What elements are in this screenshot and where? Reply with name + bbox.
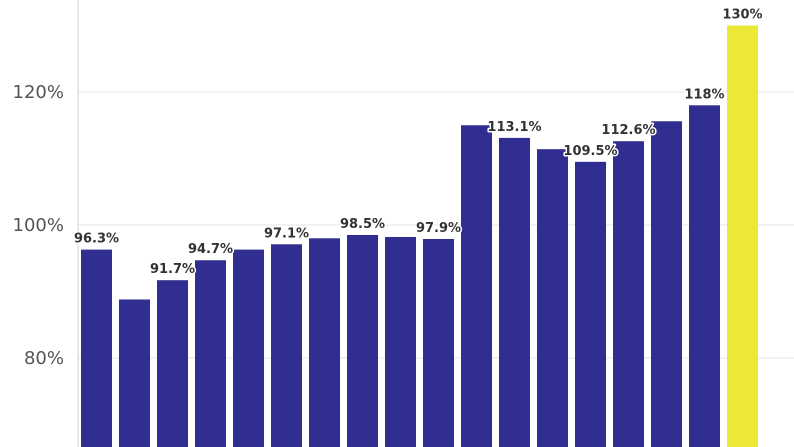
data-label: 130% <box>722 8 762 23</box>
bar <box>81 249 112 447</box>
bar <box>309 238 340 447</box>
bar <box>461 125 492 447</box>
data-label: 96.3% <box>74 232 119 247</box>
bar <box>157 280 188 447</box>
bar <box>423 238 454 447</box>
bar <box>347 234 378 447</box>
y-tick-label: 120% <box>13 82 64 103</box>
data-label: 97.9% <box>416 221 461 236</box>
data-label: 97.1% <box>264 226 309 241</box>
data-label: 98.5% <box>340 217 385 232</box>
bar <box>271 244 302 447</box>
bar <box>689 105 720 447</box>
bar-highlight <box>727 25 758 447</box>
data-label: 91.7% <box>150 262 195 277</box>
y-tick-label: 100% <box>13 215 64 236</box>
data-labels: 96.3% 91.7% 94.7% 97.1% 98.5% 97.9% 113.1% 109.… <box>72 6 764 279</box>
bar <box>613 141 644 447</box>
bar <box>651 121 682 447</box>
bar <box>575 161 606 447</box>
data-label: 94.7% <box>188 242 233 257</box>
bar <box>385 236 416 447</box>
data-label: 109.5% <box>563 144 617 159</box>
data-label: 112.6% <box>601 123 655 138</box>
bar <box>537 149 568 447</box>
data-label: 113.1% <box>487 120 541 135</box>
bar <box>499 137 530 447</box>
bar <box>119 299 150 447</box>
bar <box>233 249 264 447</box>
bars <box>81 25 758 447</box>
y-tick-labels: 80% 100% 120% <box>13 82 64 369</box>
data-label: 118% <box>684 87 724 102</box>
bar <box>195 260 226 447</box>
y-tick-label: 80% <box>24 348 64 369</box>
